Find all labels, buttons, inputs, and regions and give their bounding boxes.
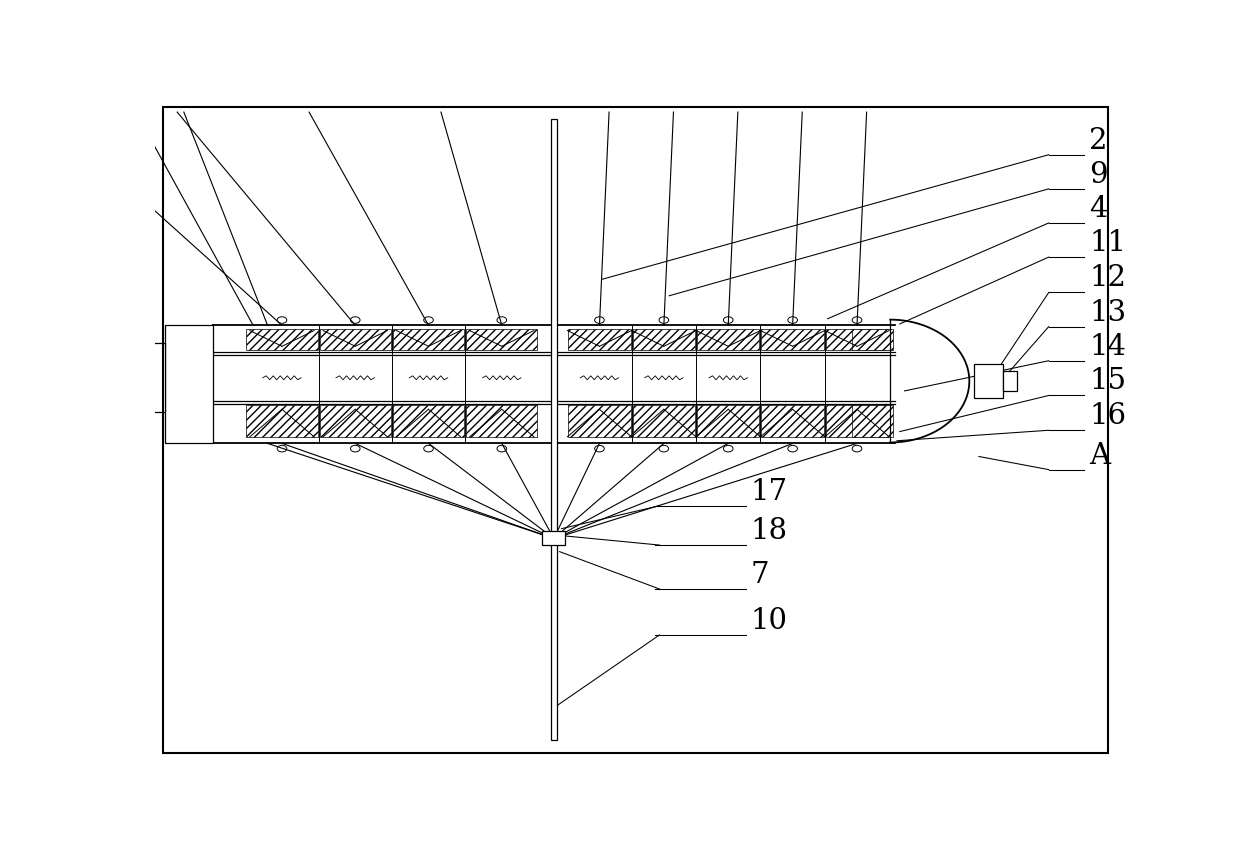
- Text: 13: 13: [1089, 298, 1126, 326]
- Text: 15: 15: [1089, 367, 1126, 395]
- Bar: [852, 405, 893, 437]
- Text: 17: 17: [751, 478, 787, 506]
- Text: 18: 18: [751, 517, 787, 545]
- Bar: [393, 405, 464, 437]
- Bar: [551, 118, 557, 740]
- Bar: [466, 405, 537, 437]
- Bar: [247, 329, 317, 350]
- Text: 11: 11: [1089, 229, 1126, 257]
- Bar: [761, 329, 823, 350]
- Bar: [697, 329, 759, 350]
- Bar: [826, 329, 888, 350]
- Bar: [542, 531, 565, 545]
- Text: 7: 7: [751, 561, 770, 589]
- Bar: [167, 405, 210, 437]
- Bar: [320, 329, 391, 350]
- Bar: [568, 405, 631, 437]
- Bar: [568, 329, 631, 350]
- Bar: [697, 405, 759, 437]
- Bar: [761, 405, 823, 437]
- Bar: [320, 405, 391, 437]
- Bar: [247, 405, 317, 437]
- Bar: [105, 370, 126, 386]
- Bar: [165, 325, 213, 443]
- Text: 12: 12: [1089, 264, 1126, 292]
- Bar: [975, 364, 1003, 398]
- Text: 9: 9: [1089, 161, 1107, 189]
- Bar: [632, 329, 696, 350]
- Bar: [466, 329, 537, 350]
- Bar: [167, 329, 210, 349]
- Bar: [852, 329, 893, 350]
- Bar: [126, 362, 140, 394]
- Bar: [1003, 371, 1017, 391]
- Bar: [393, 329, 464, 350]
- Text: 4: 4: [1089, 195, 1107, 223]
- Text: 2: 2: [1089, 127, 1107, 155]
- Bar: [140, 343, 165, 412]
- Text: A: A: [1089, 441, 1110, 469]
- Bar: [632, 405, 696, 437]
- Text: 14: 14: [1089, 333, 1126, 360]
- Bar: [826, 405, 888, 437]
- Text: 10: 10: [751, 607, 787, 635]
- Text: 16: 16: [1089, 402, 1126, 430]
